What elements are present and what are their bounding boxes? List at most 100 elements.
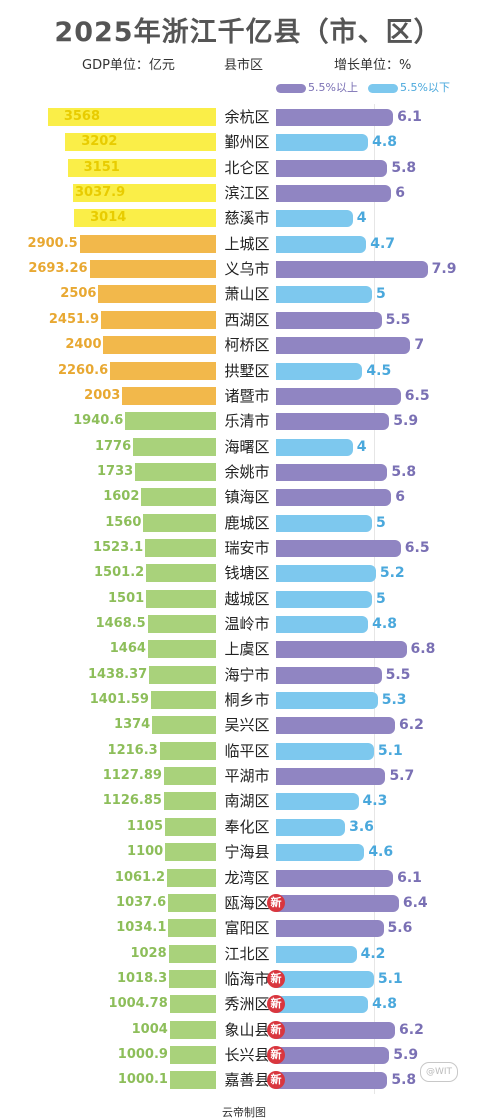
chart-row: 1602 镇海区 6 [0,485,496,510]
region-name-label: 海宁市 [224,665,270,684]
region-name-label: 西湖区 [224,310,270,329]
growth-value-label: 5.1 [377,742,403,759]
growth-bar [276,565,376,583]
growth-bar [276,666,382,684]
gdp-bar [169,1045,216,1064]
region-name-label: 嘉善县 [224,1071,270,1090]
growth-value-label: 6.1 [397,109,422,125]
gdp-value-label: 3037.9 [75,185,126,201]
gdp-bar [165,843,216,862]
growth-value-label: 4.7 [370,235,396,252]
region-name-label: 平湖市 [224,767,270,786]
chart-row: 1374 吴兴区 6.2 [0,713,496,738]
growth-bar [276,844,365,862]
chart-row: 1940.6 乐清市 5.9 [0,409,496,434]
region-name-label: 上虞区 [224,640,270,659]
growth-value-label: 5 [376,514,386,531]
region-name-label: 柯桥区 [224,336,270,355]
growth-bar [276,311,382,329]
region-name-label: 鹿城区 [224,513,270,532]
growth-value-label: 6 [395,185,405,202]
gdp-bar [122,386,216,405]
chart-row: 1004.78 秀洲区 4.8 新 [0,992,496,1017]
growth-reference-line [374,104,375,1094]
region-name-label: 上城区 [224,234,270,253]
growth-bar [276,413,390,431]
gdp-bar [167,868,216,887]
growth-value-label: 6.8 [410,641,436,658]
region-name-label: 温岭市 [224,615,270,633]
gdp-value-label: 1018.3 [116,970,168,986]
gdp-bar [165,817,216,836]
growth-value-label: 5.3 [381,692,407,709]
growth-bar [276,616,369,633]
growth-value-label: 4.8 [372,996,397,1013]
region-name-label: 钱塘区 [224,564,270,583]
chart-row: 3202 鄞州区 4.8 [0,130,496,155]
region-name-label: 滨江区 [224,184,270,203]
growth-bar [276,261,428,279]
gdp-bar [149,665,216,684]
new-badge-icon: 新 [267,995,285,1014]
chart-row: 3037.9 滨江区 6 [0,181,496,206]
growth-value-label: 5.5 [385,666,411,683]
growth-bar [276,1046,390,1064]
gdp-bar [74,209,216,228]
gdp-bar [67,158,216,177]
gdp-value-label: 1105 [126,818,163,834]
growth-value-label: 5.1 [377,970,403,987]
gdp-value-label: 1127.89 [102,768,162,784]
chart-row: 1018.3 临海市 5.1 新 [0,967,496,992]
region-name-label: 萧山区 [224,285,270,304]
region-name-label: 江北区 [224,944,270,963]
chart-row: 1560 鹿城区 5 [0,511,496,536]
growth-bar [276,1021,396,1039]
growth-value-label: 4.2 [360,945,386,962]
region-name-label: 南湖区 [224,792,270,811]
region-name-label: 奉化区 [224,817,270,836]
chart-row: 1000.9 长兴县 5.9 新 [0,1043,496,1068]
gdp-value-label: 1401.59 [89,692,149,708]
gdp-value-label: 1523.1 [92,539,144,555]
growth-value-label: 7.9 [431,261,457,278]
chart-row: 1523.1 瑞安市 6.5 [0,536,496,561]
growth-value-label: 6.2 [399,1021,424,1038]
gdp-bar [169,1071,216,1090]
new-badge-icon: 新 [267,1071,285,1090]
growth-bar [276,742,374,760]
region-name-label: 海曙区 [224,437,270,456]
gdp-value-label: 1216.3 [107,742,158,758]
chart-row: 2400 柯桥区 7 [0,333,496,358]
gdp-bar [147,615,216,633]
new-badge-icon: 新 [267,969,285,988]
gdp-bar [150,691,216,710]
region-name-label: 余姚市 [224,462,270,481]
gdp-bar [143,513,216,532]
gdp-bar [98,285,216,304]
gdp-value-label: 3151 [83,159,120,175]
gdp-value-label: 1034.1 [116,920,167,936]
chart-row: 1776 海曙区 4 [0,435,496,460]
gdp-value-label: 1028 [130,945,167,961]
chart-row: 2506 萧山区 5 [0,282,496,307]
growth-value-label: 6.1 [397,869,422,886]
chart-row: 1100 宁海县 4.6 [0,840,496,865]
gdp-value-label: 1464 [109,641,146,657]
growth-bar [276,159,388,177]
growth-bar [276,768,386,786]
growth-bar [276,641,407,659]
growth-value-label: 5.8 [391,1072,417,1089]
growth-value-label: 6.2 [399,717,424,734]
region-name-label: 义乌市 [224,260,270,279]
chart-row: 3014 慈溪市 4 [0,206,496,231]
region-name-label: 长兴县 [224,1045,270,1064]
chart-row: 1004 象山县 6.2 新 [0,1018,496,1043]
region-name-label: 临海市 [224,969,270,988]
growth-bar [276,109,394,126]
gdp-value-label: 3202 [81,134,118,150]
chart-row: 1127.89 平湖市 5.7 [0,764,496,789]
gdp-value-label: 1468.5 [95,616,146,631]
region-name-label: 慈溪市 [224,209,270,228]
growth-value-label: 5.9 [393,1046,419,1063]
growth-bar [276,489,392,507]
